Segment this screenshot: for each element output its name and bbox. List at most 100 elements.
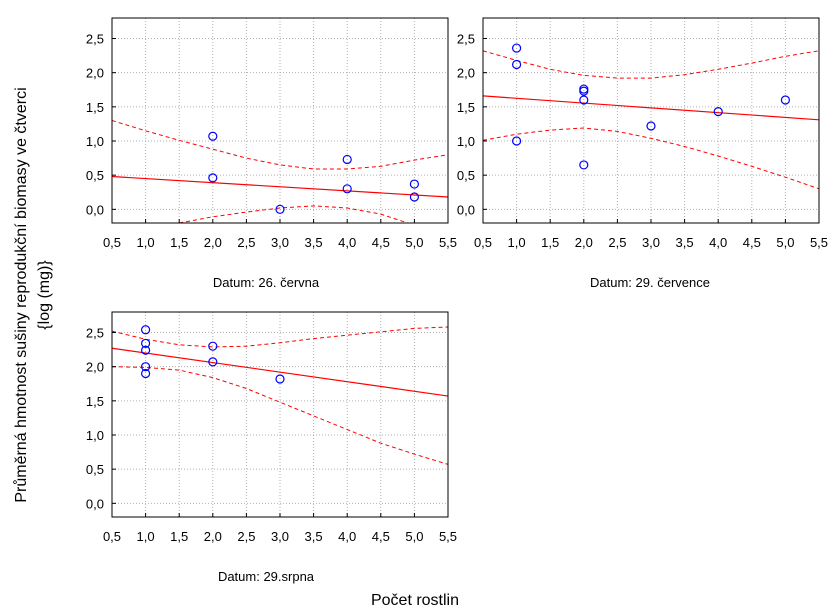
y-tick-label: 2,0 bbox=[457, 66, 475, 81]
x-tick-label: 5,5 bbox=[439, 529, 457, 544]
x-tick-label: 0,5 bbox=[103, 529, 121, 544]
data-point bbox=[141, 345, 151, 355]
data-point bbox=[208, 357, 218, 367]
y-tick-label: 2,5 bbox=[457, 32, 475, 47]
y-axis-title-line-2: {log (mg)} bbox=[36, 260, 53, 330]
data-points bbox=[141, 325, 285, 384]
x-tick-label: 5,0 bbox=[405, 529, 423, 544]
y-tick-labels: 0,0 0,5 1,0 1,5 2,0 2,5 bbox=[86, 326, 116, 511]
x-tick-label: 2,0 bbox=[204, 235, 222, 250]
data-point bbox=[342, 154, 352, 165]
x-tick-label: 3,5 bbox=[305, 235, 323, 250]
x-tick-label: 0,5 bbox=[103, 235, 121, 250]
x-tick-labels: 0,5 1,0 1,5 2,0 2,5 3,0 3,5 4,0 4,5 5,0 5,5 bbox=[103, 513, 457, 544]
x-tick-label: 1,5 bbox=[170, 529, 188, 544]
fit-line bbox=[112, 347, 448, 397]
data-point bbox=[511, 43, 522, 53]
y-tick-label: 2,5 bbox=[86, 326, 104, 341]
y-axis-title-line-1: Průměrná hmotnost sušiny reprodukční bio… bbox=[12, 87, 30, 502]
data-point bbox=[713, 107, 723, 117]
data-point bbox=[511, 136, 522, 146]
y-tick-label: 2,0 bbox=[86, 360, 104, 375]
data-point bbox=[646, 121, 656, 131]
data-point bbox=[208, 173, 218, 183]
y-tick-label: 1,5 bbox=[86, 394, 104, 409]
fit-line bbox=[483, 95, 819, 121]
x-tick-label: 2,5 bbox=[237, 235, 255, 250]
data-point bbox=[141, 362, 151, 372]
y-tick-label: 1,5 bbox=[86, 100, 104, 115]
data-point bbox=[208, 131, 218, 141]
ci-upper-band bbox=[112, 120, 448, 170]
x-tick-label: 1,0 bbox=[137, 235, 155, 250]
x-tick-label: 5,0 bbox=[405, 235, 423, 250]
x-tick-label: 3,5 bbox=[305, 529, 323, 544]
data-point bbox=[342, 184, 352, 194]
x-tick-label: 5,0 bbox=[776, 235, 794, 250]
ci-lower-band bbox=[112, 366, 448, 465]
x-tick-label: 3,0 bbox=[642, 235, 660, 250]
y-tick-label: 2,5 bbox=[86, 32, 104, 47]
ci-upper-band bbox=[112, 326, 448, 348]
x-tick-label: 4,5 bbox=[372, 529, 390, 544]
y-tick-label: 0,0 bbox=[86, 496, 104, 511]
panel-2: 0,0 0,5 1,0 1,5 2,0 2,5 0,5 1,0 1,5 2,0 2,5 3,0 3,5… bbox=[457, 17, 828, 290]
y-tick-label: 0,5 bbox=[86, 462, 104, 477]
x-tick-label: 1,5 bbox=[541, 235, 559, 250]
x-tick-label: 5,5 bbox=[810, 235, 828, 250]
ci-lower-band bbox=[179, 205, 408, 223]
panel-title: Datum: 29.srpna bbox=[218, 569, 315, 584]
y-tick-labels: 0,0 0,5 1,0 1,5 2,0 2,5 bbox=[457, 32, 487, 217]
data-point bbox=[409, 192, 419, 202]
data-point bbox=[579, 86, 589, 96]
panel-title: Datum: 29. července bbox=[590, 275, 710, 290]
x-tick-label: 1,5 bbox=[170, 235, 188, 250]
x-tick-label: 1,0 bbox=[508, 235, 526, 250]
fit-line bbox=[112, 175, 448, 198]
y-tick-label: 0,5 bbox=[457, 168, 475, 183]
x-tick-label: 1,0 bbox=[137, 529, 155, 544]
panel-title: Datum: 26. června bbox=[213, 275, 320, 290]
confidence-bands bbox=[112, 326, 448, 465]
data-point bbox=[511, 59, 522, 70]
y-tick-label: 0,5 bbox=[86, 168, 104, 183]
regression-line bbox=[112, 175, 448, 198]
y-tick-label: 1,0 bbox=[86, 134, 104, 149]
panel-1: 0,0 0,5 1,0 1,5 2,0 2,5 0,5 1,0 1,5 2,0 2,5 3,0 3,5… bbox=[86, 17, 457, 290]
data-point bbox=[208, 341, 218, 351]
x-tick-labels: 0,5 1,0 1,5 2,0 2,5 3,0 3,5 4,0 4,5 5,0 5,5 bbox=[103, 219, 457, 250]
data-point bbox=[275, 204, 285, 214]
regression-line bbox=[483, 95, 819, 121]
x-tick-label: 0,5 bbox=[474, 235, 492, 250]
x-tick-label: 4,5 bbox=[372, 235, 390, 250]
x-tick-label: 3,0 bbox=[271, 529, 289, 544]
x-tick-label: 4,0 bbox=[338, 235, 356, 250]
y-tick-labels: 0,0 0,5 1,0 1,5 2,0 2,5 bbox=[86, 32, 116, 217]
y-tick-label: 1,5 bbox=[457, 100, 475, 115]
y-tick-label: 2,0 bbox=[86, 66, 104, 81]
x-tick-label: 4,5 bbox=[743, 235, 761, 250]
grid-lines bbox=[483, 18, 819, 223]
data-point bbox=[275, 374, 285, 384]
y-axis-title: Průměrná hmotnost sušiny reprodukční bio… bbox=[12, 87, 53, 502]
ci-lower-band bbox=[483, 127, 819, 190]
confidence-bands bbox=[483, 50, 819, 190]
x-tick-label: 3,0 bbox=[271, 235, 289, 250]
data-point bbox=[579, 160, 589, 170]
x-tick-label: 3,5 bbox=[676, 235, 694, 250]
x-tick-label: 2,5 bbox=[237, 529, 255, 544]
data-points bbox=[208, 131, 419, 214]
y-tick-label: 0,0 bbox=[457, 202, 475, 217]
y-tick-label: 1,0 bbox=[457, 134, 475, 149]
data-point bbox=[579, 95, 589, 105]
grid-lines bbox=[112, 18, 448, 223]
grid-lines bbox=[112, 312, 448, 517]
data-points bbox=[511, 43, 791, 170]
y-tick-label: 0,0 bbox=[86, 202, 104, 217]
data-point bbox=[141, 325, 151, 335]
x-tick-label: 4,0 bbox=[709, 235, 727, 250]
data-point bbox=[141, 368, 151, 379]
data-point bbox=[780, 95, 791, 105]
y-tick-label: 1,0 bbox=[86, 428, 104, 443]
